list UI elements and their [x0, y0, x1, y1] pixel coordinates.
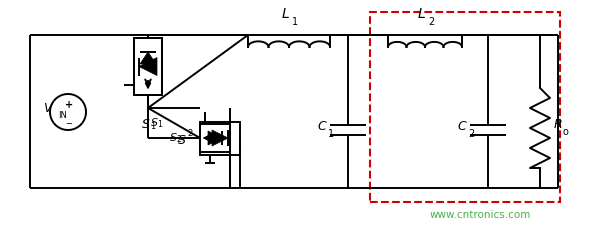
Bar: [200, 124, 230, 152]
Text: 2: 2: [428, 17, 434, 27]
Text: $S$: $S$: [141, 118, 151, 131]
Text: 2: 2: [188, 128, 192, 138]
Text: 1: 1: [150, 122, 156, 131]
Text: $S_2$: $S_2$: [169, 131, 182, 145]
Text: $C$: $C$: [317, 121, 327, 133]
Text: $S_1$: $S_1$: [150, 116, 163, 130]
Text: IN: IN: [58, 111, 67, 121]
Polygon shape: [208, 131, 222, 145]
Text: +: +: [65, 100, 73, 110]
Bar: [370, 12, 560, 202]
Text: $R$: $R$: [553, 118, 563, 131]
Text: _: _: [67, 114, 71, 124]
Bar: [200, 122, 240, 155]
Text: $S$: $S$: [177, 133, 187, 146]
Polygon shape: [212, 130, 228, 146]
Text: o: o: [562, 127, 568, 137]
Text: www.cntronics.com: www.cntronics.com: [430, 210, 530, 220]
Polygon shape: [139, 57, 157, 76]
Text: $V$: $V$: [42, 103, 54, 116]
Polygon shape: [140, 52, 156, 64]
Bar: [134, 38, 162, 95]
Text: 1: 1: [292, 17, 298, 27]
Text: 2: 2: [468, 129, 474, 139]
Bar: [134, 38, 162, 95]
Text: $L$: $L$: [417, 7, 425, 21]
Text: $C$: $C$: [457, 121, 467, 133]
Text: $L$: $L$: [281, 7, 290, 21]
Text: 1: 1: [328, 129, 334, 139]
